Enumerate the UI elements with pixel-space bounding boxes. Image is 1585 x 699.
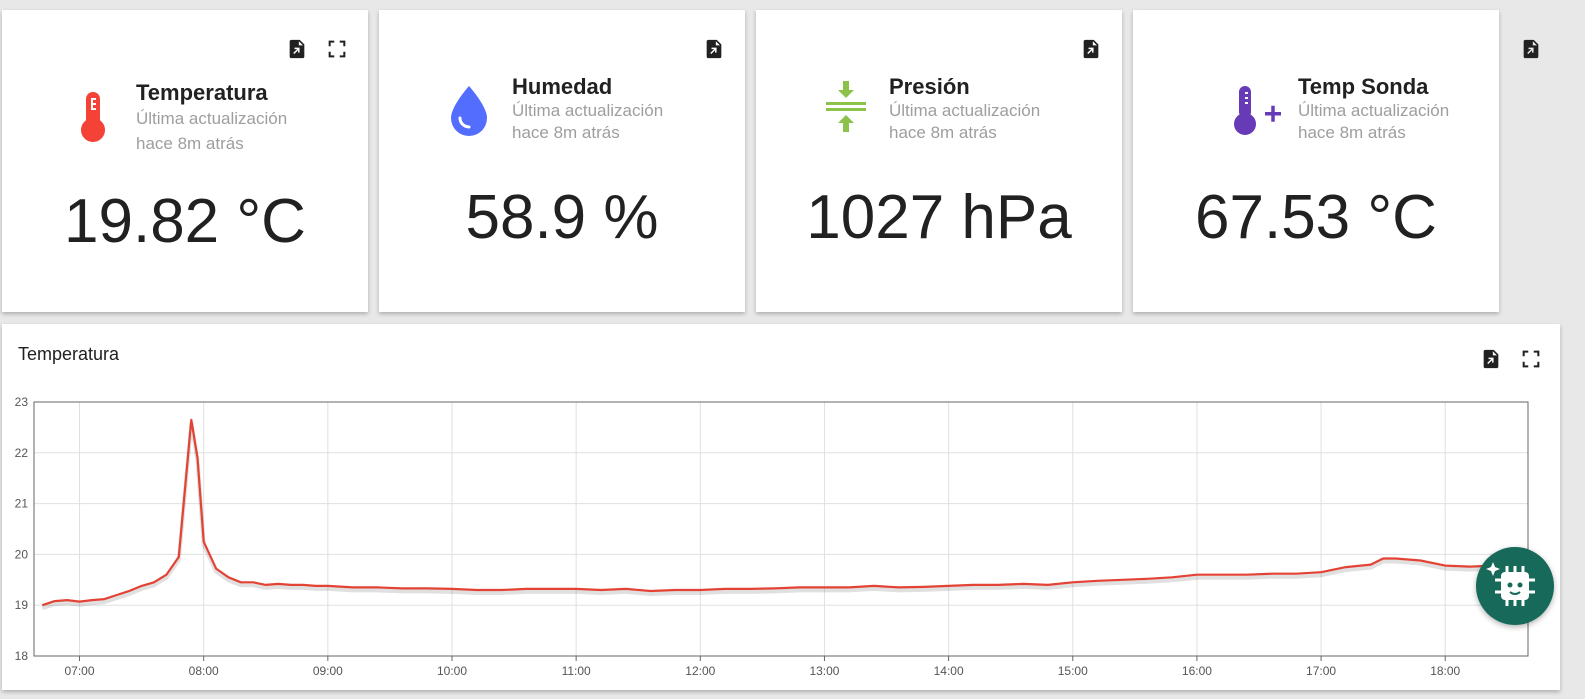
assistant-fab[interactable] — [1476, 547, 1554, 625]
temperature-line-chart[interactable]: 23 22 21 20 19 18 07:00 08:00 09:00 10:00 11:00 12:… — [2, 324, 1560, 690]
file-export-icon — [1483, 349, 1499, 369]
x-tick-label: 07:00 — [65, 664, 95, 678]
file-export-icon — [1523, 39, 1539, 59]
fullscreen-button[interactable] — [1516, 344, 1546, 374]
widget-value: 58.9 % — [465, 183, 659, 252]
export-button[interactable] — [1076, 34, 1106, 64]
widget-title: Humedad — [512, 74, 613, 99]
temperature-widget: Temperatura Última actualización hace 8m… — [2, 10, 368, 312]
widget-subtitle-line1: Última actualización — [1298, 101, 1450, 120]
y-tick-label: 20 — [15, 547, 29, 561]
chart-axes: 23 22 21 20 19 18 07:00 08:00 09:00 10:00 11:00 12:… — [15, 395, 1529, 678]
export-button[interactable] — [1516, 34, 1546, 64]
temperature-chart-card: Temperatura 23 22 21 20 19 18 07:00 08:00 09:00 1… — [2, 324, 1560, 690]
x-tick-label: 13:00 — [809, 664, 839, 678]
widget-title: Temp Sonda — [1298, 74, 1429, 99]
y-tick-label: 23 — [15, 395, 29, 409]
file-export-icon — [289, 39, 305, 59]
widget-subtitle-line2: hace 8m atrás — [136, 134, 244, 153]
export-button[interactable] — [699, 34, 729, 64]
widget-subtitle-line2: hace 8m atrás — [512, 123, 620, 142]
fullscreen-icon — [1522, 350, 1540, 368]
x-tick-label: 09:00 — [313, 664, 343, 678]
humidity-widget: Humedad Última actualización hace 8m atr… — [379, 10, 745, 312]
pressure-widget: Presión Última actualización hace 8m atr… — [756, 10, 1122, 312]
thermometer-icon — [81, 92, 105, 142]
x-tick-label: 16:00 — [1182, 664, 1212, 678]
thermometer-plus-icon — [1234, 86, 1281, 135]
widget-value: 19.82 °C — [64, 187, 306, 256]
file-export-icon — [706, 39, 722, 59]
x-tick-label: 12:00 — [685, 664, 715, 678]
export-button[interactable] — [282, 34, 312, 64]
robot-chip-icon — [1486, 562, 1535, 606]
x-tick-label: 11:00 — [562, 664, 591, 678]
widget-value: 1027 hPa — [806, 183, 1072, 252]
widget-subtitle-line2: hace 8m atrás — [889, 123, 997, 142]
chart-title: Temperatura — [18, 344, 120, 364]
widget-subtitle-line1: Última actualización — [889, 101, 1041, 120]
x-tick-label: 10:00 — [437, 664, 467, 678]
chart-grid — [34, 401, 1528, 657]
probe-temperature-widget: Temp Sonda Última actualización hace 8m … — [1133, 10, 1539, 312]
x-tick-label: 14:00 — [934, 664, 964, 678]
x-tick-label: 08:00 — [189, 664, 219, 678]
x-tick-label: 17:00 — [1306, 664, 1336, 678]
x-tick-label: 15:00 — [1058, 664, 1088, 678]
widget-title: Temperatura — [136, 80, 268, 105]
temperature-series-line[interactable] — [41, 418, 1520, 607]
y-tick-label: 22 — [15, 446, 29, 460]
x-tick-label: 18:00 — [1430, 664, 1460, 678]
widget-subtitle-line2: hace 8m atrás — [1298, 123, 1406, 142]
compress-icon — [826, 81, 866, 132]
fullscreen-icon — [328, 40, 346, 58]
file-export-icon — [1083, 39, 1099, 59]
chart-series — [41, 418, 1520, 611]
widget-title: Presión — [889, 74, 970, 99]
y-tick-label: 18 — [15, 649, 29, 663]
y-tick-label: 19 — [15, 598, 29, 612]
widget-subtitle-line1: Última actualización — [512, 101, 664, 120]
widget-subtitle-line1: Última actualización — [136, 109, 288, 128]
water-drop-icon — [451, 86, 487, 136]
plot-frame — [33, 401, 1529, 657]
y-tick-label: 21 — [15, 497, 29, 511]
widget-value: 67.53 °C — [1195, 183, 1437, 252]
export-button[interactable] — [1476, 344, 1506, 374]
series-shadow — [41, 422, 1520, 611]
fullscreen-button[interactable] — [322, 34, 352, 64]
